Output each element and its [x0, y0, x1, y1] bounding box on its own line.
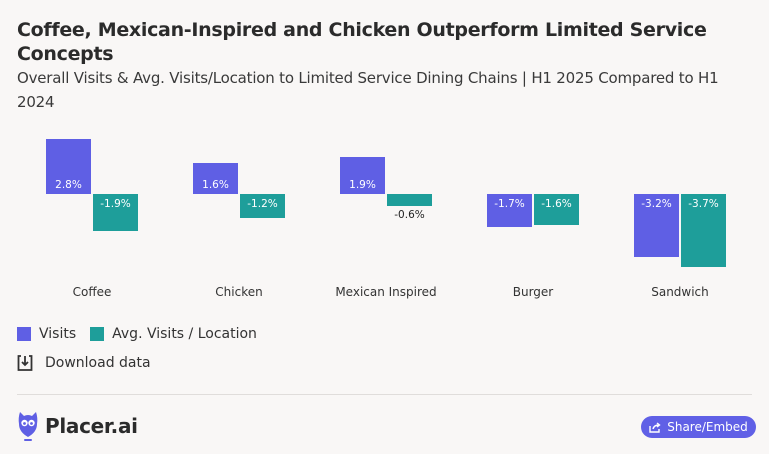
divider — [17, 394, 752, 395]
bar-value-label: -1.7% — [494, 198, 525, 210]
bar-value-label: -3.2% — [641, 198, 672, 210]
bar-visits[interactable]: -3.2% — [634, 194, 679, 257]
visits-swatch — [17, 327, 31, 341]
bar-chart: 2.8% -1.9% Coffee 1.6% -1.2% Chicken 1.9% -0.6%… — [46, 139, 726, 299]
bar-value-label: -1.9% — [100, 198, 131, 210]
category-label: Sandwich — [651, 285, 709, 299]
download-data-button[interactable]: Download data — [17, 354, 151, 372]
bar-avg-visits[interactable]: -3.7% — [681, 194, 726, 267]
chart-subtitle: Overall Visits & Avg. Visits/Location to… — [17, 69, 719, 111]
bar-visits[interactable]: 2.8% — [46, 139, 91, 194]
bar-value-label: -3.7% — [688, 198, 719, 210]
bar-visits[interactable]: 1.9% — [340, 156, 385, 194]
bar-visits[interactable]: 1.6% — [193, 162, 238, 194]
chart-title: Coffee, Mexican-Inspired and Chicken Out… — [17, 19, 707, 65]
bar-visits[interactable]: -1.7% — [487, 194, 532, 228]
download-label: Download data — [45, 355, 151, 371]
placer-logo[interactable]: Placer.ai — [17, 410, 138, 442]
owl-icon — [18, 412, 38, 441]
share-embed-button[interactable]: Share/Embed — [641, 416, 756, 438]
category-label: Coffee — [72, 285, 112, 299]
bar-value-label: 2.8% — [55, 178, 82, 191]
category-label: Mexican Inspired — [335, 285, 437, 299]
bar-value-label: -1.2% — [247, 198, 278, 210]
bar-value-label: -1.6% — [541, 198, 572, 210]
category-label: Burger — [512, 285, 554, 299]
bar-avg-visits[interactable]: -1.6% — [534, 194, 579, 226]
share-icon — [649, 421, 661, 433]
bar-value-label: -0.6% — [394, 208, 425, 221]
legend-label: Visits — [39, 326, 77, 342]
legend-label: Avg. Visits / Location — [112, 326, 257, 342]
download-icon — [17, 355, 33, 371]
bar-avg-visits[interactable]: -1.2% — [240, 194, 285, 218]
bar-value-label: 1.6% — [202, 178, 229, 191]
bar-avg-visits[interactable]: -1.9% — [93, 194, 138, 232]
brand-name: Placer.ai — [45, 414, 138, 438]
share-label: Share/Embed — [667, 420, 748, 434]
category-label: Chicken — [215, 285, 263, 299]
avg-visits-swatch — [90, 327, 105, 341]
legend-item-avg-visits[interactable]: Avg. Visits / Location — [90, 326, 257, 342]
legend-item-visits[interactable]: Visits — [17, 326, 76, 342]
bar-avg-visits[interactable]: -0.6% — [387, 194, 432, 221]
bar-value-label: 1.9% — [349, 178, 376, 191]
legend: Visits Avg. Visits / Location — [17, 326, 271, 342]
